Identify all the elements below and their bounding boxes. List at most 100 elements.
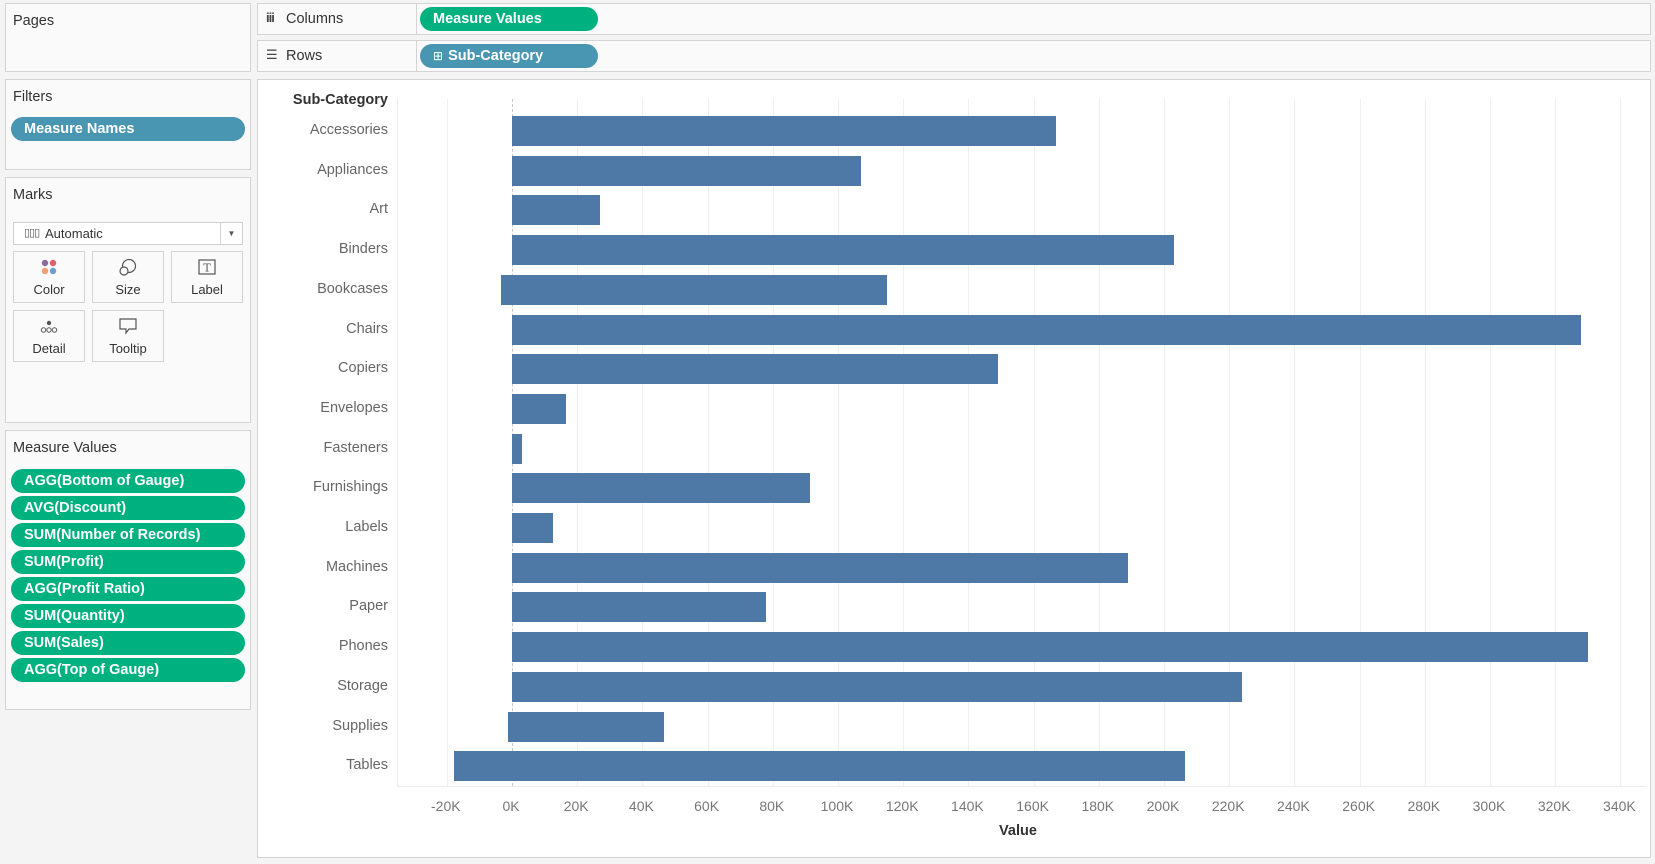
mark-type-value: Automatic [45, 226, 103, 241]
row-label[interactable]: Paper [349, 598, 388, 615]
row-label[interactable]: Binders [338, 241, 388, 258]
x-tick-label: 40K [628, 798, 654, 814]
bar-art[interactable] [512, 195, 601, 226]
x-tick-label: 20K [563, 798, 589, 814]
measure-pill[interactable]: AGG(Profit Ratio) [11, 577, 245, 601]
x-tick-label: 180K [1081, 798, 1115, 814]
row-label[interactable]: Art [369, 201, 388, 218]
chevron-down-icon[interactable]: ▼ [220, 223, 242, 244]
label-icon: T [172, 258, 242, 276]
gridline [1229, 99, 1231, 786]
row-label[interactable]: Tables [346, 757, 388, 774]
gridline [1424, 99, 1426, 786]
detail-button[interactable]: Detail [13, 310, 85, 362]
x-tick-label: -20K [431, 798, 461, 814]
color-button[interactable]: Color [13, 251, 85, 303]
gridline [1490, 99, 1491, 786]
measure-pill[interactable]: SUM(Number of Records) [11, 523, 245, 547]
gridline [1294, 99, 1296, 786]
row-label[interactable]: Furnishings [313, 479, 388, 496]
gridline [1620, 99, 1622, 786]
gridline [446, 99, 448, 786]
row-header-sub-category[interactable]: Sub-Category [292, 92, 388, 108]
row-label[interactable]: Supplies [332, 717, 388, 734]
tooltip-icon [93, 317, 163, 335]
bar-furnishings[interactable] [512, 473, 811, 504]
bar-copiers[interactable] [512, 354, 998, 385]
detail-label: Detail [32, 341, 66, 356]
label-button[interactable]: T Label [171, 251, 243, 303]
x-tick-label: 340K [1603, 798, 1636, 814]
rows-shelf[interactable]: ☰ Rows ⊞ Sub-Category [257, 40, 1651, 72]
row-label[interactable]: Fasteners [323, 439, 388, 456]
tooltip-label: Tooltip [109, 341, 147, 356]
row-label[interactable]: Chairs [346, 320, 388, 337]
columns-pill-measure-values[interactable]: Measure Values [420, 7, 598, 31]
columns-label: Columns [286, 11, 344, 27]
row-label[interactable]: Storage [337, 677, 388, 694]
x-tick-label: 280K [1407, 798, 1441, 814]
x-tick-label: 240K [1277, 798, 1310, 814]
bar-binders[interactable] [512, 235, 1174, 266]
row-label[interactable]: Machines [325, 558, 388, 575]
row-label[interactable]: Phones [338, 638, 388, 655]
x-axis-title[interactable]: Value [999, 823, 1037, 839]
bar-chairs[interactable] [512, 314, 1582, 345]
mark-type-dropdown[interactable]: ▯▯▯ Automatic ▼ [13, 222, 243, 245]
detail-icon [14, 317, 84, 335]
gridline [1555, 99, 1557, 786]
filter-pill-measure-names[interactable]: Measure Names [11, 117, 245, 141]
row-label[interactable]: Envelopes [320, 399, 388, 416]
x-tick-label: 140K [951, 798, 984, 814]
measure-pill[interactable]: AGG(Bottom of Gauge) [11, 469, 245, 493]
x-tick-label: 100K [820, 798, 854, 814]
bar-storage[interactable] [512, 671, 1243, 702]
measure-pill[interactable]: AVG(Discount) [11, 496, 245, 520]
bar-labels[interactable] [512, 513, 553, 543]
bar-fasteners[interactable] [512, 433, 522, 464]
bar-machines[interactable] [512, 552, 1129, 583]
measure-pill[interactable]: SUM(Quantity) [11, 604, 245, 628]
pages-card[interactable]: Pages [5, 3, 251, 72]
marks-title: Marks [13, 187, 53, 203]
x-tick-label: 300K [1472, 798, 1506, 814]
svg-text:T: T [203, 262, 211, 275]
gridline [707, 99, 709, 786]
color-label: Color [33, 282, 65, 297]
gridline [1164, 99, 1165, 786]
filters-card[interactable]: Filters Measure Names [5, 79, 251, 170]
bar-bookcases[interactable] [500, 274, 887, 305]
expand-icon[interactable]: ⊞ [433, 49, 444, 63]
size-button[interactable]: Size [92, 251, 164, 303]
row-label[interactable]: Copiers [338, 360, 388, 377]
chart-view: Sub-Category Accessories Appliances Art Bin… [257, 79, 1651, 858]
row-label[interactable]: Accessories [309, 122, 388, 138]
gridline [1098, 99, 1100, 786]
label-label: Label [191, 282, 223, 297]
row-label[interactable]: Bookcases [317, 280, 388, 297]
columns-shelf[interactable]: iii Columns Measure Values [257, 3, 1651, 35]
x-tick-label: 160K [1016, 798, 1049, 814]
row-label[interactable]: Appliances [317, 161, 388, 178]
row-label[interactable]: Labels [345, 519, 388, 535]
x-tick-label: 60K [694, 798, 720, 814]
x-tick-label: 220K [1211, 798, 1245, 814]
bar-chart-icon: ▯▯▯ [24, 227, 40, 239]
bar-envelopes[interactable] [512, 393, 566, 424]
measure-pill[interactable]: AGG(Top of Gauge) [11, 658, 245, 682]
measure-pill[interactable]: SUM(Sales) [11, 631, 245, 655]
bar-phones[interactable] [512, 632, 1588, 663]
tooltip-button[interactable]: Tooltip [92, 310, 164, 362]
measure-pill[interactable]: SUM(Profit) [11, 550, 245, 574]
columns-icon: iii [266, 10, 275, 25]
plot-pane[interactable] [397, 99, 1646, 787]
bar-accessories[interactable] [512, 116, 1057, 146]
gridline [968, 99, 970, 786]
bar-appliances[interactable] [512, 155, 861, 186]
bar-tables[interactable] [454, 751, 1186, 782]
bar-supplies[interactable] [508, 711, 664, 742]
x-tick-label: 200K [1146, 798, 1180, 814]
gridline [642, 99, 644, 786]
bar-paper[interactable] [512, 592, 767, 623]
rows-pill-sub-category[interactable]: ⊞ Sub-Category [420, 44, 598, 68]
